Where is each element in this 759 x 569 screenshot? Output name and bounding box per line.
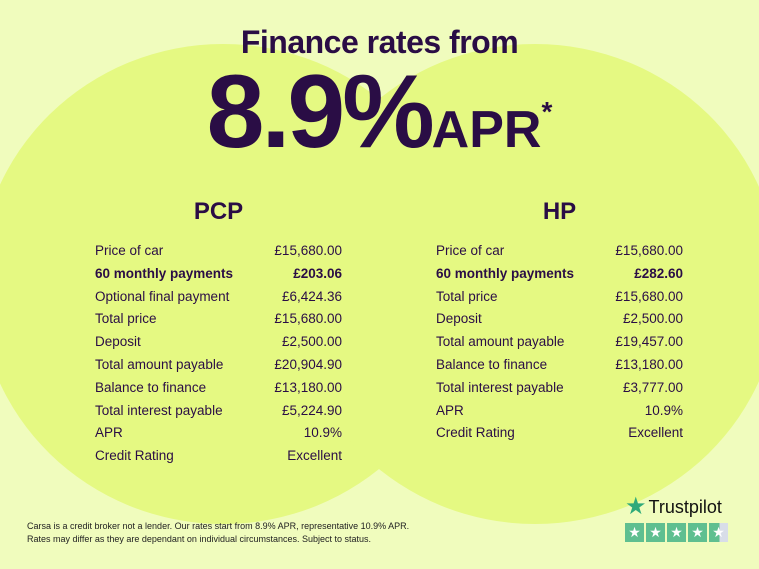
disclaimer: Carsa is a credit broker not a lender. O…	[27, 520, 409, 546]
table-row: 60 monthly payments £282.60	[436, 263, 683, 286]
rating-star-icon: ★	[646, 523, 665, 542]
row-value: £3,777.00	[622, 379, 683, 395]
rating-star-icon: ★	[709, 523, 728, 542]
row-label: Total amount payable	[95, 356, 224, 372]
trustpilot-name: Trustpilot	[648, 496, 722, 517]
row-value: Excellent	[287, 448, 342, 464]
row-value: £203.06	[293, 265, 342, 281]
table-row: Credit Rating Excellent	[95, 445, 342, 468]
row-value: £20,904.90	[274, 356, 342, 372]
row-label: Balance to finance	[95, 379, 207, 395]
trustpilot-rating: ★ ★ ★ ★ ★	[625, 523, 731, 542]
background-circle-right	[290, 44, 759, 524]
row-value: £282.60	[634, 265, 683, 281]
row-label: Balance to finance	[436, 356, 548, 372]
rating-star-icon: ★	[688, 523, 707, 542]
row-value: £15,680.00	[274, 243, 342, 258]
row-label: APR	[436, 402, 464, 418]
table-row: Price of car £15,680.00	[436, 240, 683, 263]
table-row: APR 10.9%	[95, 422, 342, 445]
row-value: £13,180.00	[615, 356, 683, 372]
row-value: £15,680.00	[615, 288, 683, 304]
row-label: Total price	[436, 288, 498, 304]
rate-display: 8.9%APR*	[0, 60, 759, 164]
row-value: £19,457.00	[615, 334, 683, 350]
row-value: Excellent	[628, 425, 683, 441]
table-row: Total price £15,680.00	[436, 286, 683, 309]
row-label: Price of car	[436, 243, 505, 258]
row-label: 60 monthly payments	[436, 265, 575, 281]
row-value: £15,680.00	[615, 243, 683, 258]
trustpilot-badge: ★ Trustpilot ★ ★ ★ ★ ★	[625, 495, 731, 542]
row-value: 10.9%	[303, 425, 342, 441]
row-value: £15,680.00	[274, 311, 342, 327]
row-value: £13,180.00	[274, 379, 342, 395]
row-label: Total interest payable	[436, 379, 564, 395]
rate-apr-label: APR	[431, 101, 542, 159]
row-label: Total interest payable	[95, 402, 223, 418]
table-row: Total interest payable £5,224.90	[95, 400, 342, 423]
row-label: Credit Rating	[95, 448, 174, 464]
row-value: £5,224.90	[281, 402, 342, 418]
rating-star-icon: ★	[667, 523, 686, 542]
table-row: 60 monthly payments £203.06	[95, 263, 342, 286]
disclaimer-line: Rates may differ as they are dependant o…	[27, 534, 372, 544]
row-label: 60 monthly payments	[95, 265, 234, 281]
table-row: Deposit £2,500.00	[95, 331, 342, 354]
hp-table: HP Price of car £15,680.00 60 monthly paym…	[436, 198, 683, 445]
table-row: Credit Rating Excellent	[436, 422, 683, 445]
trustpilot-star-icon: ★	[625, 493, 647, 520]
row-label: Optional final payment	[95, 288, 230, 304]
row-label: APR	[95, 425, 123, 441]
row-label: Deposit	[436, 311, 482, 327]
row-label: Total amount payable	[436, 334, 565, 350]
row-label: Credit Rating	[436, 425, 515, 441]
disclaimer-line: Carsa is a credit broker not a lender. O…	[27, 521, 410, 531]
asterisk: *	[541, 96, 553, 127]
row-label: Deposit	[95, 334, 141, 350]
row-value: £2,500.00	[622, 311, 683, 327]
pcp-table: PCP Price of car £15,680.00 60 monthly pay…	[95, 198, 342, 468]
table-row: APR 10.9%	[436, 400, 683, 423]
table-row: Optional final payment £6,424.36	[95, 286, 342, 309]
row-value: 10.9%	[644, 402, 683, 418]
table-row: Total interest payable £3,777.00	[436, 377, 683, 400]
hp-heading: HP	[542, 198, 577, 225]
table-row: Total amount payable £20,904.90	[95, 354, 342, 377]
pcp-heading: PCP	[193, 198, 244, 225]
table-row: Balance to finance £13,180.00	[95, 377, 342, 400]
table-row: Balance to finance £13,180.00	[436, 354, 683, 377]
table-row: Deposit £2,500.00	[436, 308, 683, 331]
table-row: Price of car £15,680.00	[95, 240, 342, 263]
row-label: Total price	[95, 311, 157, 327]
rate-value: 8.9%	[206, 54, 435, 170]
table-row: Total price £15,680.00	[95, 308, 342, 331]
rating-star-icon: ★	[625, 523, 644, 542]
row-label: Price of car	[95, 243, 164, 258]
row-value: £2,500.00	[281, 334, 342, 350]
row-value: £6,424.36	[281, 288, 342, 304]
table-row: Total amount payable £19,457.00	[436, 331, 683, 354]
headline: Finance rates from	[240, 24, 519, 60]
